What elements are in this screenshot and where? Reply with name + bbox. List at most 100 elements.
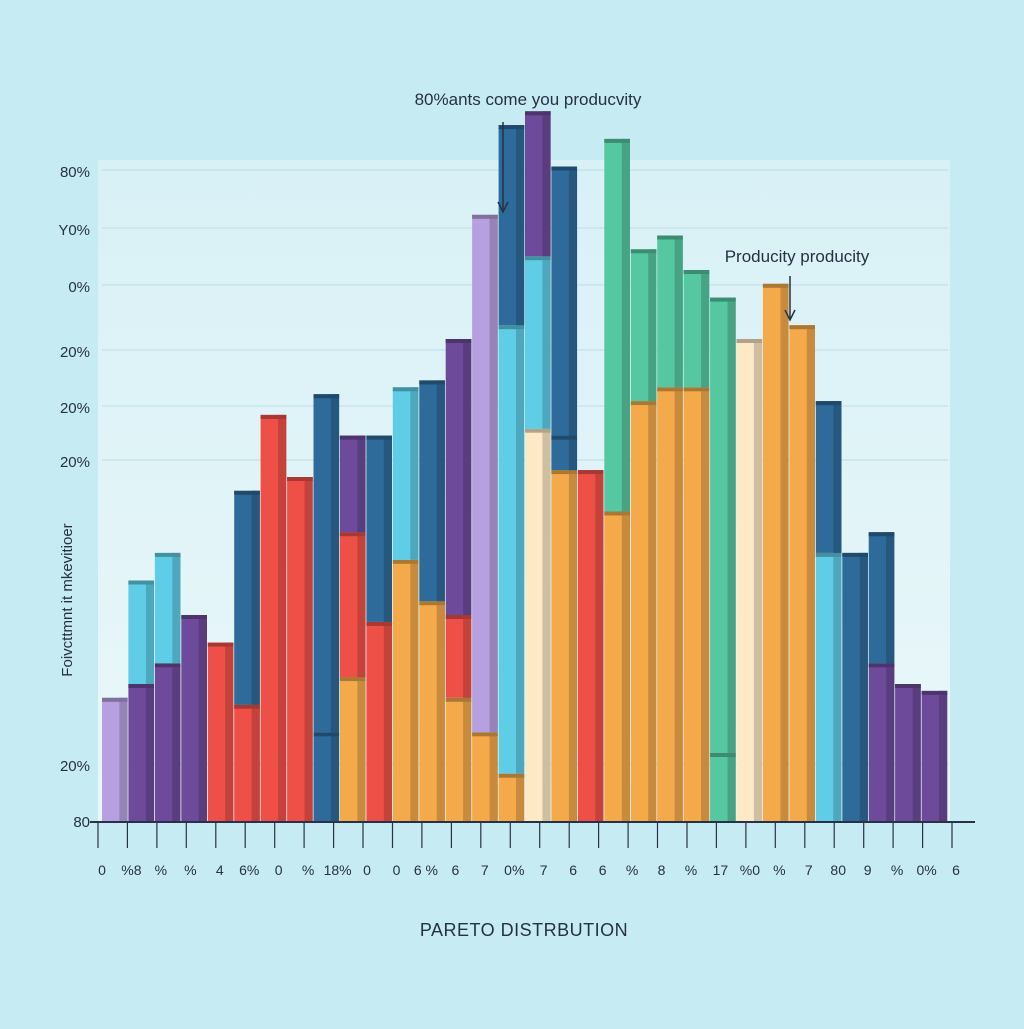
x-tick-label: %0 [740,862,760,878]
bar-segment-shade [463,615,472,698]
bar [657,235,683,822]
bar-segment-shade [436,380,445,602]
y-tick-label: 20% [60,758,90,775]
bar-segment-shade [383,621,392,822]
bar-segment-shade [172,552,181,664]
bar-segment-top [551,166,577,171]
annotation-right: Producity producity [725,247,870,266]
bar-segment-top [339,435,366,440]
bar-segment-top [604,138,630,143]
bar-segment-top [683,387,710,392]
bar-segment-top [313,732,340,737]
bar-segment-top [525,256,551,261]
bar [339,435,366,822]
y-tick-label: 80% [60,164,90,181]
bar-segment-top [181,615,207,619]
x-tick-label: 0 [393,862,401,878]
x-tick-label: % [891,862,903,878]
bar-segment-top [392,387,419,392]
bar-segment-shade [833,552,842,822]
bar [313,394,340,822]
bar-segment-shade [516,773,525,822]
bar-segment-shade [330,394,340,733]
bar [287,477,313,822]
bar-segment-top [339,532,366,537]
bar-segment-top [604,511,630,516]
bar-segment-shade [912,684,921,822]
bar-segment-shade [304,477,313,822]
y-axis-label: Foivcttmnt it mkevitioer [59,523,76,676]
bar [815,401,842,822]
x-tick-label: % [302,862,314,878]
x-ticks: 0 %8%% 4 6% 0% 18% 0 0 6 % 6 7 0% 7 6 6% 8% 17 %0% 7 80 9% 0%… [97,822,960,878]
bar [895,684,921,822]
bar-segment-shade [674,387,683,822]
bar-segment-shade [806,325,815,822]
bar-segment-shade [516,325,525,774]
bar-segment-top [657,235,683,240]
bar-segment-top [102,697,128,702]
y-tick-label: 80 [73,814,90,831]
bar-segment-top [525,111,551,116]
bar-segment-top [630,401,657,406]
bar-segment-shade [674,235,683,388]
bar-segment-shade [727,753,736,822]
x-tick-label: 7 [481,862,489,878]
bar-segment-top [498,125,525,130]
bar [102,697,128,822]
bar-segment-top [419,601,445,606]
bar-segment-shade [410,387,419,560]
x-tick-label: % [685,862,697,878]
bar [525,111,551,822]
y-tick-label: 20% [60,400,90,417]
x-tick-label: % [626,862,638,878]
bar [577,470,604,822]
bar-segment-shade [886,663,895,822]
bar-segment-top [366,621,392,626]
bar-segment-shade [251,704,260,822]
bar-segment-top [339,677,366,682]
annotation-top: 80%ants come you producvity [415,90,642,109]
y-tick-label: 0% [68,279,90,296]
bar-segment-shade [119,697,128,822]
bar-segment-shade [886,532,895,664]
bar-segment-shade [357,435,366,533]
annotation-top-arrowhead [497,201,509,214]
bar-segment-top [710,297,736,302]
x-tick-label: %8 [121,862,141,878]
bar-segment-shade [595,470,604,822]
bar-segment-shade [357,677,366,822]
annotation-right-arrowhead [784,309,796,322]
x-tick-label: % [155,862,167,878]
bar-segment-shade [463,697,472,822]
y-tick-label: Y0% [58,222,90,239]
bar-segment-top [234,490,260,495]
bar-segment-top [657,387,683,392]
bar [181,615,207,822]
bar [445,339,472,822]
y-ticks: 80% Y0% 0% 20% 20% 20% 20% 80 [58,164,90,831]
bar-segment-shade [648,249,657,402]
bar-segment-shade [436,601,445,822]
y-tick-label: 20% [60,454,90,471]
x-tick-label: 6 [569,862,577,878]
bar-segment-top [472,214,498,219]
bar-segment-shade [330,732,340,822]
x-tick-label: 6 [452,862,460,878]
bar-segment-shade [145,684,155,822]
x-tick-label: 0 [363,862,371,878]
bar [551,166,578,822]
x-tick-label: 6 [599,862,607,878]
bar-segment-top [287,477,313,481]
x-tick-label: 8 [658,862,666,878]
bar [419,380,445,822]
bar [392,387,419,822]
bar-segment-top [710,753,736,757]
bar-segment-shade [568,435,578,471]
bar-segment-top [683,270,710,274]
bar [683,270,710,822]
bar-segment-top [313,394,340,399]
bar-segment-shade [198,615,207,822]
bar-segment-top [842,552,868,557]
chart-title: PARETO DISTRBUTION [420,920,628,940]
